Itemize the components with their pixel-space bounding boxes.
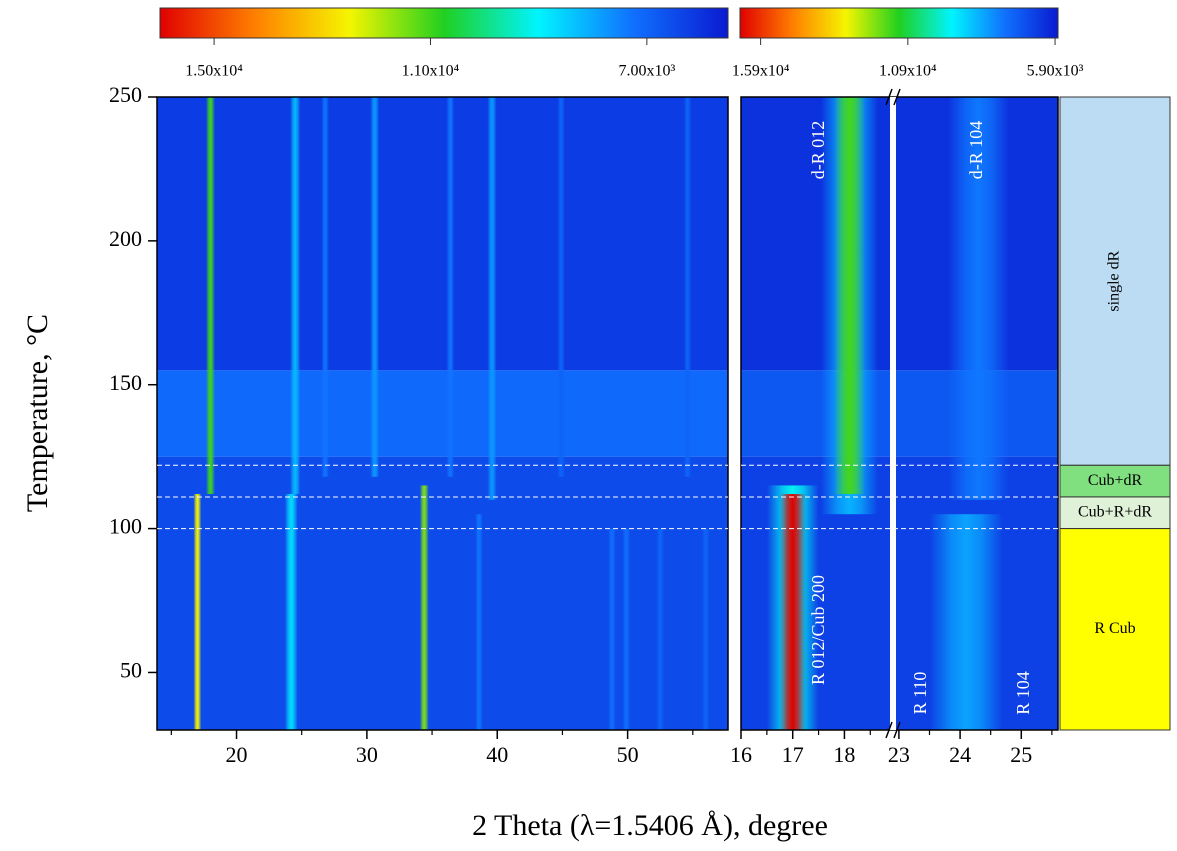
phase-region [1059, 464, 1171, 498]
y-tick-label: 100 [109, 514, 142, 539]
peak [608, 528, 616, 730]
plot-area [741, 97, 892, 730]
peak [622, 528, 631, 730]
peak-annotation: R 012/Cub 200 [808, 575, 828, 685]
break-mark [893, 721, 901, 739]
peak-annotation: R 110 [910, 672, 930, 715]
y-tick-label: 150 [109, 370, 142, 395]
phase-label: single dR [1106, 250, 1123, 311]
x-tick-label: 24 [949, 742, 971, 767]
peak [557, 97, 566, 477]
peak [419, 485, 429, 730]
y-tick-label: 250 [109, 82, 142, 107]
x-tick-label: 23 [888, 742, 910, 767]
peak [446, 97, 455, 477]
peak [205, 97, 216, 495]
peak [701, 528, 710, 730]
phase-label: R Cub [1094, 620, 1135, 637]
colorbar-tick-label: 7.00x10³ [618, 63, 675, 80]
colorbar [159, 7, 729, 39]
peak [370, 97, 380, 477]
peak [321, 97, 330, 477]
x-tick-label: 25 [1010, 742, 1032, 767]
peak [289, 97, 301, 495]
x-tick-label: 16 [730, 742, 752, 767]
x-tick-label: 18 [833, 742, 855, 767]
axis-break [890, 97, 896, 730]
plot-frame [740, 96, 1059, 731]
peak [475, 514, 483, 730]
colorbar [739, 7, 1059, 39]
peak [487, 97, 497, 500]
plot-frame [156, 96, 729, 731]
y-tick-label: 50 [120, 658, 142, 683]
x-tick-label: 20 [226, 742, 248, 767]
peak [779, 494, 806, 730]
background-band [157, 370, 728, 457]
break-mark [885, 721, 893, 739]
x-axis-label: 2 Theta (λ=1.5406 Å), degree [472, 809, 828, 842]
break-mark [885, 88, 893, 106]
x-tick-label: 30 [356, 742, 378, 767]
x-tick-label: 17 [782, 742, 804, 767]
colorbar-tick-label: 1.59x10⁴ [732, 63, 790, 80]
peak [193, 494, 202, 730]
background-band [157, 97, 728, 371]
phase-region [1059, 528, 1171, 731]
x-tick-label: 40 [486, 742, 508, 767]
peak [834, 97, 866, 495]
peak-annotation: R 104 [1013, 671, 1033, 715]
peak [929, 514, 1003, 730]
peak-annotation: d-R 012 [808, 121, 828, 180]
y-tick-label: 200 [109, 226, 142, 251]
peak [284, 494, 298, 730]
phase-label: Cub+R+dR [1078, 503, 1152, 520]
phase-region [1059, 496, 1171, 530]
peak [947, 97, 1010, 500]
colorbar-tick-label: 5.90x10³ [1027, 63, 1084, 80]
phase-label: Cub+dR [1088, 472, 1143, 489]
peak [683, 97, 692, 477]
colorbar-tick-label: 1.09x10⁴ [879, 63, 937, 80]
peak [656, 528, 665, 730]
x-tick-label: 50 [617, 742, 639, 767]
peak-annotation: d-R 104 [966, 121, 986, 180]
break-mark [893, 88, 901, 106]
colorbar-tick-label: 1.10x10⁴ [402, 63, 460, 80]
phase-region [1059, 96, 1171, 466]
plot-area [894, 97, 1058, 730]
plot-area [157, 97, 728, 730]
colorbar-tick-label: 1.50x10⁴ [185, 63, 243, 80]
background-band [157, 456, 728, 730]
y-axis-label: Temperature, °C [21, 314, 54, 512]
